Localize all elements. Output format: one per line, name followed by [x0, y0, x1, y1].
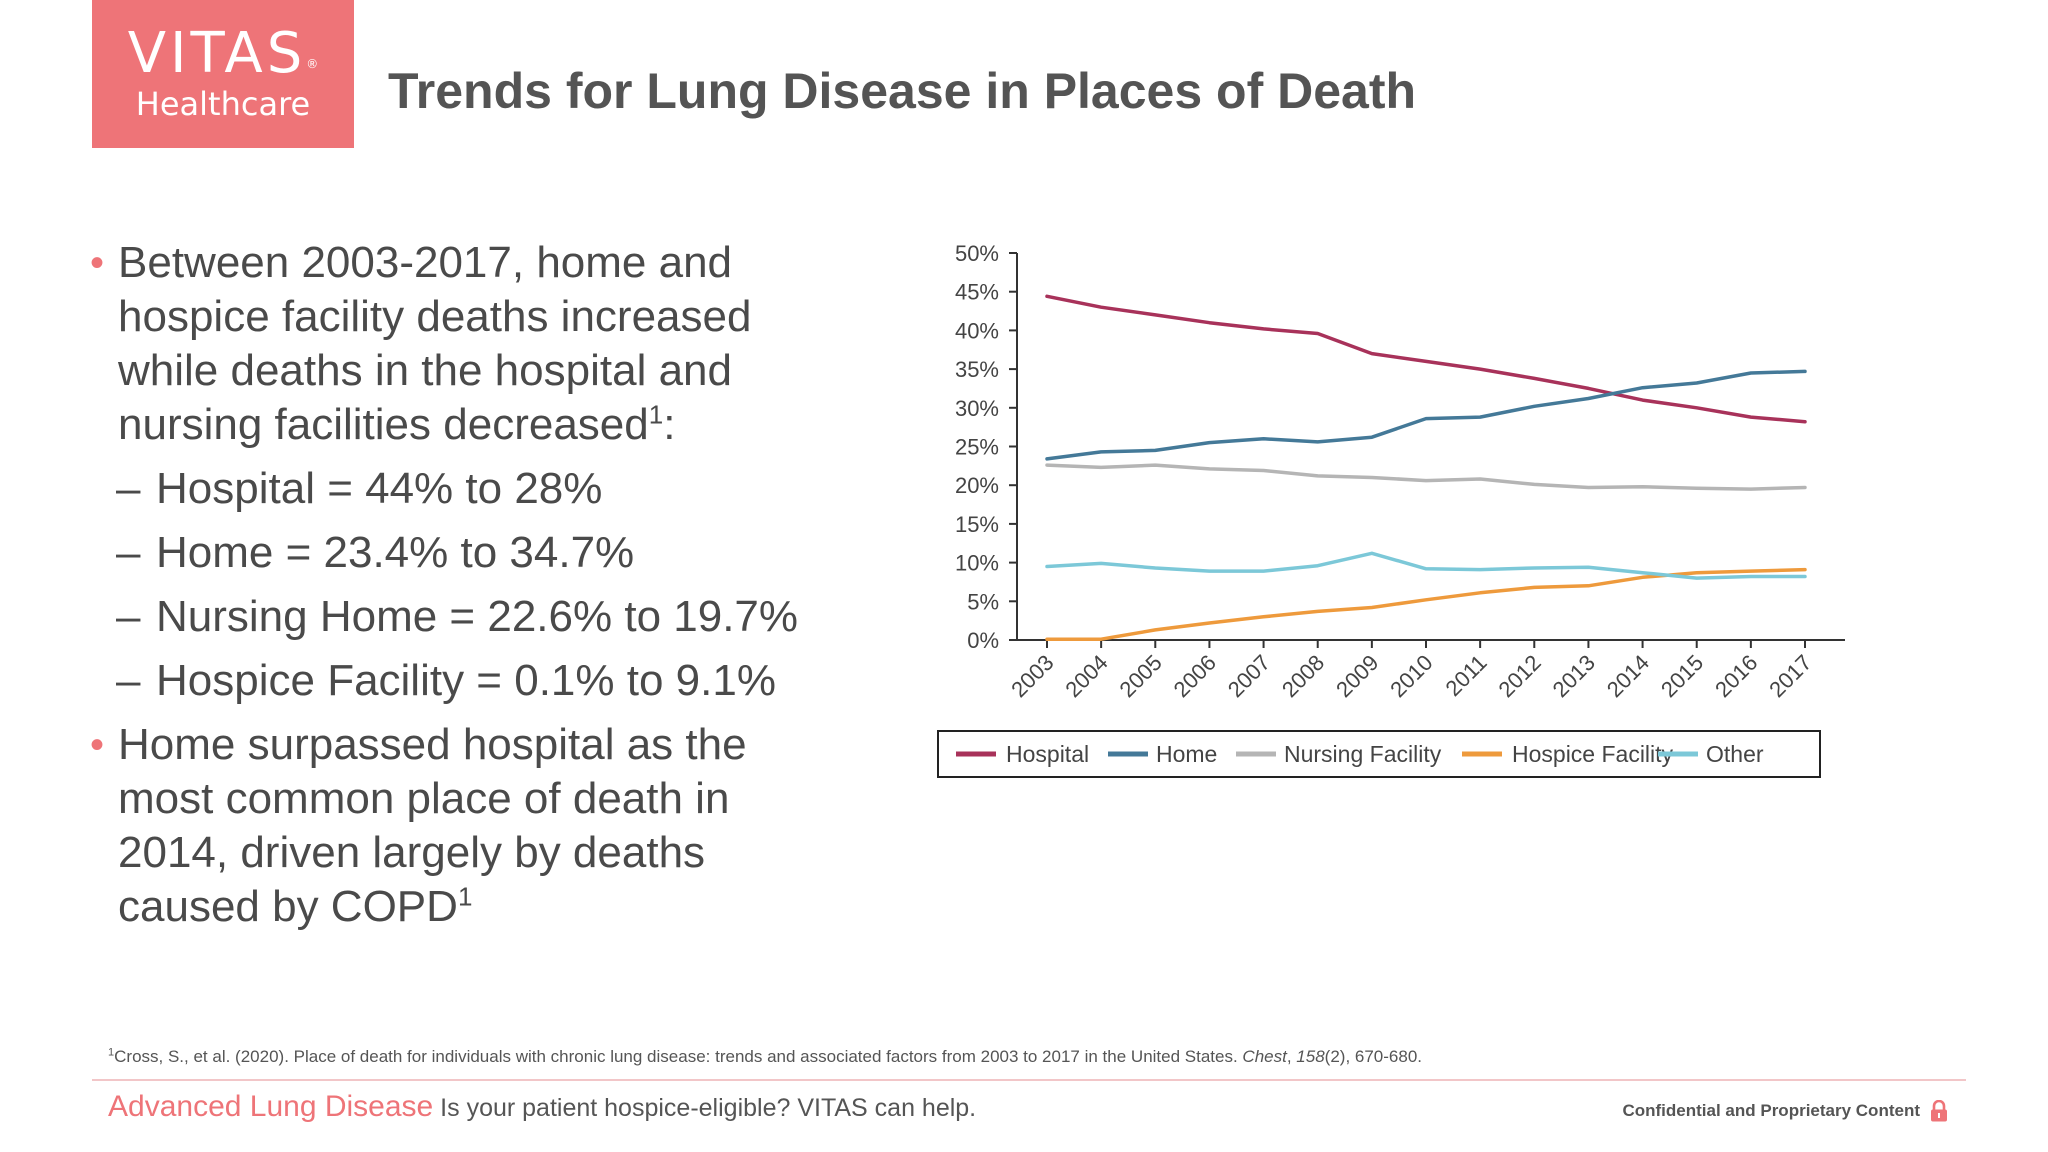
bullet-home-surpassed: • Home surpassed hospital as the most com…: [90, 718, 850, 934]
x-tick-label: 2010: [1385, 650, 1437, 702]
footer-divider: [92, 1079, 1966, 1081]
x-tick-label: 2011: [1441, 650, 1492, 701]
logo-subtitle: Healthcare: [135, 85, 311, 123]
confidential-label: Confidential and Proprietary Content: [1622, 1101, 1920, 1120]
y-tick-label: 20%: [955, 473, 999, 498]
y-tick-label: 50%: [955, 241, 999, 266]
sub-bullet-text: Home = 23.4% to 34.7%: [156, 528, 635, 577]
series-line-hospital: [1045, 294, 1807, 424]
sub-bullet-text: Nursing Home = 22.6% to 19.7%: [156, 592, 799, 641]
series-line-hospice-facility: [1045, 567, 1807, 641]
x-tick-label: 2007: [1223, 650, 1275, 702]
citation-marker: 1: [648, 399, 664, 430]
legend-label: Nursing Facility: [1284, 741, 1442, 767]
legend-label: Hospice Facility: [1512, 741, 1674, 767]
confidential-notice: Confidential and Proprietary Content: [1622, 1100, 1948, 1122]
series-line-nursing-facility: [1045, 463, 1807, 491]
logo-registered: ®: [306, 57, 319, 71]
y-tick-label: 5%: [967, 589, 999, 614]
citation-footnote: 1Cross, S., et al. (2020). Place of deat…: [108, 1046, 1423, 1066]
footnote-text: Cross, S., et al. (2020). Place of death…: [114, 1047, 1243, 1066]
x-tick-label: 2014: [1602, 650, 1654, 702]
sub-bullet-hospital: – Hospital = 44% to 28%: [116, 464, 603, 513]
y-tick-label: 45%: [955, 280, 999, 305]
logo-name: VITAS: [127, 21, 307, 86]
x-tick-label: 2005: [1115, 650, 1167, 702]
slide-title: Trends for Lung Disease in Places of Dea…: [388, 63, 1417, 119]
citation-marker: 1: [457, 881, 473, 912]
x-tick-label: 2004: [1060, 650, 1112, 702]
footer-brand: Advanced Lung Disease: [108, 1090, 434, 1123]
footer-tagline: Is your patient hospice-eligible? VITAS …: [433, 1094, 977, 1122]
x-tick-label: 2013: [1548, 650, 1600, 702]
y-tick-label: 0%: [967, 628, 999, 653]
y-tick-label: 35%: [955, 357, 999, 382]
x-tick-label: 2003: [1006, 650, 1058, 702]
bullet-text: Between 2003-2017, home and hospice faci…: [118, 238, 752, 449]
series-line-home: [1045, 369, 1807, 461]
footer-brand-line: Advanced Lung Disease Is your patient ho…: [108, 1090, 976, 1124]
place-of-death-line-chart: 0%5%10%15%20%25%30%35%40%45%50%2003 2004 2…: [937, 241, 1845, 778]
x-tick-label: 2016: [1710, 650, 1762, 702]
bullet-dot: •: [90, 241, 105, 285]
x-tick-label: 2015: [1656, 650, 1708, 702]
y-tick-label: 10%: [955, 551, 999, 576]
footnote-journal: Chest: [1242, 1047, 1287, 1066]
vitas-logo: VITAS® Healthcare: [92, 0, 354, 148]
sub-bullet-text: Hospital = 44% to 28%: [156, 464, 603, 513]
sub-bullet-hospice-facility: – Hospice Facility = 0.1% to 9.1%: [116, 656, 776, 705]
x-tick-label: 2006: [1169, 650, 1221, 702]
x-tick-label: 2008: [1277, 650, 1329, 702]
lock-icon: [1931, 1100, 1947, 1122]
y-tick-label: 40%: [955, 318, 999, 343]
footnote-pages: (2), 670-680.: [1324, 1047, 1423, 1066]
legend-label: Hospital: [1006, 741, 1089, 767]
legend-label: Other: [1706, 741, 1764, 767]
bullet-colon: :: [663, 400, 676, 449]
x-tick-label: 2012: [1494, 650, 1546, 702]
bullet-list: • Between 2003-2017, home and hospice fac…: [90, 236, 850, 934]
footnote-marker: 1: [108, 1046, 115, 1059]
sub-bullet-nursing-home: – Nursing Home = 22.6% to 19.7%: [116, 592, 799, 641]
bullet-dot: •: [90, 723, 105, 767]
x-tick-label: 2009: [1331, 650, 1383, 702]
bullet-trend-summary: • Between 2003-2017, home and hospice fac…: [90, 236, 850, 452]
y-tick-label: 15%: [955, 512, 999, 537]
bullet-text: Home surpassed hospital as the most comm…: [118, 720, 747, 931]
x-tick-label: 2017: [1764, 650, 1816, 702]
y-tick-label: 30%: [955, 396, 999, 421]
y-tick-label: 25%: [955, 435, 999, 460]
sub-bullet-home: – Home = 23.4% to 34.7%: [116, 528, 635, 577]
legend-label: Home: [1156, 741, 1217, 767]
series-line-other: [1045, 551, 1807, 580]
footnote-volume: 158: [1296, 1047, 1325, 1066]
sub-bullet-text: Hospice Facility = 0.1% to 9.1%: [156, 656, 776, 705]
